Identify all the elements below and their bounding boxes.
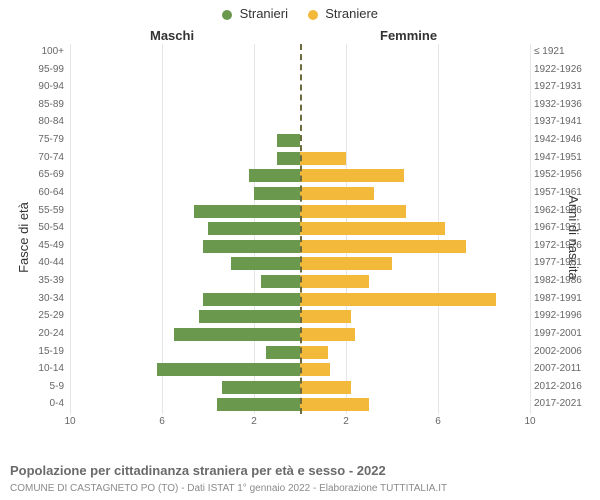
birth-year-label: 2012-2016	[534, 381, 592, 392]
plot-area: 100+≤ 192195-991922-192690-941927-193185…	[70, 44, 530, 434]
x-tick-label: 6	[159, 416, 165, 427]
birth-year-label: 1962-1966	[534, 205, 592, 216]
legend-item-female: Straniere	[308, 6, 378, 21]
legend-item-male: Stranieri	[222, 6, 288, 21]
birth-year-label: 1942-1946	[534, 134, 592, 145]
birth-year-label: 1987-1991	[534, 293, 592, 304]
bar-male	[194, 205, 300, 218]
bar-male	[222, 381, 300, 394]
age-label: 65-69	[12, 169, 64, 180]
birth-year-label: 1982-1986	[534, 275, 592, 286]
birth-year-label: 1977-1981	[534, 257, 592, 268]
birth-year-label: 1932-1936	[534, 99, 592, 110]
legend-swatch-icon	[222, 10, 232, 20]
chart-subcaption: COMUNE DI CASTAGNETO PO (TO) - Dati ISTA…	[10, 483, 447, 494]
birth-year-label: ≤ 1921	[534, 46, 592, 57]
birth-year-label: 2002-2006	[534, 346, 592, 357]
bar-female	[300, 275, 369, 288]
bar-female	[300, 346, 328, 359]
x-tick-label: 10	[524, 416, 535, 427]
x-tick-label: 6	[435, 416, 441, 427]
bar-male	[254, 187, 300, 200]
birth-year-label: 1937-1941	[534, 116, 592, 127]
legend: Stranieri Straniere	[0, 6, 600, 21]
age-label: 80-84	[12, 116, 64, 127]
birth-year-label: 1947-1951	[534, 152, 592, 163]
x-axis: 10622610	[70, 414, 530, 434]
bar-male	[203, 240, 300, 253]
birth-year-label: 1952-1956	[534, 169, 592, 180]
bar-female	[300, 293, 496, 306]
age-label: 10-14	[12, 363, 64, 374]
population-pyramid-chart: Stranieri Straniere Maschi Femmine Fasce…	[0, 0, 600, 500]
age-label: 90-94	[12, 81, 64, 92]
bar-female	[300, 187, 374, 200]
birth-year-label: 2007-2011	[534, 363, 592, 374]
x-tick-label: 10	[64, 416, 75, 427]
bar-male	[174, 328, 301, 341]
chart-caption: Popolazione per cittadinanza straniera p…	[10, 463, 386, 478]
bar-female	[300, 205, 406, 218]
bar-female	[300, 363, 330, 376]
bar-female	[300, 398, 369, 411]
bar-male	[231, 257, 300, 270]
age-label: 0-4	[12, 398, 64, 409]
age-label: 95-99	[12, 64, 64, 75]
birth-year-label: 1967-1971	[534, 222, 592, 233]
bar-male	[217, 398, 300, 411]
x-tick-label: 2	[343, 416, 349, 427]
bar-male	[208, 222, 300, 235]
age-label: 75-79	[12, 134, 64, 145]
birth-year-label: 2017-2021	[534, 398, 592, 409]
gridline	[530, 44, 531, 414]
bar-female	[300, 222, 445, 235]
birth-year-label: 1972-1976	[534, 240, 592, 251]
age-label: 30-34	[12, 293, 64, 304]
age-label: 85-89	[12, 99, 64, 110]
header-female: Femmine	[380, 28, 437, 43]
bar-male	[199, 310, 300, 323]
birth-year-label: 1922-1926	[534, 64, 592, 75]
age-label: 45-49	[12, 240, 64, 251]
bar-male	[266, 346, 301, 359]
bar-female	[300, 328, 355, 341]
age-label: 20-24	[12, 328, 64, 339]
age-label: 70-74	[12, 152, 64, 163]
bar-male	[277, 152, 300, 165]
bar-male	[157, 363, 300, 376]
bar-male	[261, 275, 300, 288]
legend-swatch-icon	[308, 10, 318, 20]
legend-label-male: Stranieri	[240, 6, 288, 21]
age-label: 50-54	[12, 222, 64, 233]
header-male: Maschi	[150, 28, 194, 43]
age-label: 55-59	[12, 205, 64, 216]
birth-year-label: 1927-1931	[534, 81, 592, 92]
age-label: 15-19	[12, 346, 64, 357]
age-label: 60-64	[12, 187, 64, 198]
x-tick-label: 2	[251, 416, 257, 427]
bar-female	[300, 152, 346, 165]
age-label: 25-29	[12, 310, 64, 321]
bar-male	[203, 293, 300, 306]
bar-female	[300, 310, 351, 323]
bar-female	[300, 240, 466, 253]
birth-year-label: 1997-2001	[534, 328, 592, 339]
center-line	[300, 44, 302, 414]
age-label: 100+	[12, 46, 64, 57]
bar-male	[249, 169, 300, 182]
bar-male	[277, 134, 300, 147]
age-label: 35-39	[12, 275, 64, 286]
legend-label-female: Straniere	[325, 6, 378, 21]
bar-female	[300, 381, 351, 394]
age-label: 40-44	[12, 257, 64, 268]
birth-year-label: 1992-1996	[534, 310, 592, 321]
age-label: 5-9	[12, 381, 64, 392]
bar-female	[300, 257, 392, 270]
birth-year-label: 1957-1961	[534, 187, 592, 198]
bar-female	[300, 169, 404, 182]
